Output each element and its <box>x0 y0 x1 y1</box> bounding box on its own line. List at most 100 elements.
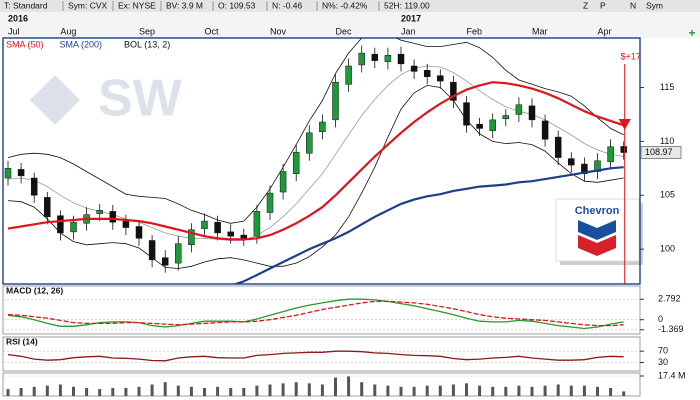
volume-bar <box>6 389 10 396</box>
candle-body <box>227 231 234 237</box>
x-tick-label: Jan <box>401 26 416 36</box>
candle-body <box>568 158 575 166</box>
pane-frame <box>2 336 641 372</box>
volume-bar <box>596 386 599 396</box>
volume-bar <box>504 386 508 396</box>
volume-bar <box>268 384 272 396</box>
volume-bar <box>176 385 180 396</box>
logo: Chevron <box>555 198 643 265</box>
y-tick-label: 17.4 M <box>658 370 686 380</box>
toolbar-button[interactable]: N <box>630 0 636 10</box>
candle-body <box>266 192 274 213</box>
volume-bar <box>491 386 495 396</box>
volume-bar <box>347 376 351 396</box>
candle-body <box>240 234 248 239</box>
candle-body <box>345 65 352 85</box>
pane-title: RSI (14) <box>6 336 38 346</box>
volume-bar <box>32 386 36 396</box>
x-tick-label: Nov <box>270 26 287 36</box>
moving-average <box>232 166 624 284</box>
volume-bar <box>111 387 115 396</box>
x-tick-label: Mar <box>532 26 548 36</box>
x-tick-label: Oct <box>205 26 220 36</box>
y-tick-label: 110 <box>660 136 674 146</box>
volume-bar <box>216 386 220 396</box>
y-tick-label: -1.369 <box>658 324 684 334</box>
volume-bar <box>124 387 128 396</box>
candle-body <box>201 220 208 229</box>
toolbar-button[interactable]: P <box>600 0 606 10</box>
volume-bar <box>373 384 377 396</box>
volume-bar <box>58 384 62 396</box>
moving-average <box>7 81 625 241</box>
candle-body <box>554 136 562 158</box>
candle-body <box>528 105 536 121</box>
indicator-line <box>7 300 624 327</box>
candle-body <box>384 54 392 62</box>
x-tick-label: Dec <box>336 26 353 36</box>
toolbar-item: 52H: 119.00 <box>384 0 430 10</box>
y-tick-label: 100 <box>660 243 675 253</box>
volume-bar <box>569 385 573 396</box>
year-label: 2017 <box>401 13 421 23</box>
bollinger-lower <box>7 84 624 269</box>
volume-bar <box>556 384 560 396</box>
y-tick-label: 105 <box>660 190 675 200</box>
candle-body <box>44 197 51 218</box>
candle-body <box>30 177 38 196</box>
pane-plot <box>7 298 624 330</box>
volume-bar <box>451 384 455 396</box>
y-tick-label: 30 <box>658 357 668 367</box>
candle-body <box>489 119 496 131</box>
volume-bar <box>203 387 206 396</box>
toolbar-item: Sym: CVX <box>68 0 108 10</box>
x-tick-label: Jul <box>8 26 20 36</box>
candle-body <box>607 146 614 163</box>
current-price: 108.97 <box>645 147 673 157</box>
candle-body <box>437 75 444 82</box>
volume-bar <box>517 385 521 396</box>
toolbar-item: BV: 3.9 M <box>166 0 203 10</box>
volume-bar <box>255 385 259 396</box>
candle-body <box>253 211 261 237</box>
volume-bar <box>307 383 311 396</box>
toolbar-button[interactable]: Z <box>583 0 588 10</box>
pane-plot <box>7 350 624 362</box>
candle-body <box>135 226 143 239</box>
volume-bar <box>530 386 534 396</box>
add-button[interactable]: + <box>688 26 695 40</box>
volume-bar <box>465 383 468 396</box>
volume-bar <box>19 387 23 396</box>
y-tick-label: 2.792 <box>658 294 681 304</box>
x-tick-label: Feb <box>467 26 483 36</box>
volume-bar <box>45 385 49 396</box>
candle-body <box>57 215 64 234</box>
volume-bar <box>72 386 75 396</box>
volume-bar <box>294 382 298 396</box>
toolbar-button[interactable]: Sym <box>646 0 663 10</box>
toolbar-item: N: -0.46 <box>272 0 303 10</box>
candle-body <box>292 151 300 174</box>
candle-body <box>332 81 339 121</box>
y-tick-label: 70 <box>658 346 668 356</box>
chart-layer: T: Standard Sym: CVX Ex: NYSE BV: 3.9 M O: 1… <box>2 0 686 397</box>
legend-entry: SMA (50) <box>6 39 44 49</box>
indicator-line <box>7 298 624 330</box>
indicator-line <box>7 350 624 362</box>
candle-body <box>515 104 523 115</box>
candle-body <box>397 53 405 65</box>
volume-bar <box>150 384 154 396</box>
volume-bar <box>582 385 586 396</box>
candle-body <box>358 52 365 66</box>
legend-entry: SMA (200) <box>60 39 103 49</box>
candle-body <box>476 123 483 129</box>
candle-body <box>17 169 25 177</box>
candle-body <box>306 132 313 154</box>
volume-bar <box>399 386 403 396</box>
candle-body <box>371 53 379 61</box>
x-tick-label: Aug <box>60 26 76 36</box>
pane-plot <box>6 376 626 396</box>
candle-body <box>96 210 103 214</box>
volume-bar <box>412 386 416 396</box>
volume-bar <box>438 385 442 396</box>
